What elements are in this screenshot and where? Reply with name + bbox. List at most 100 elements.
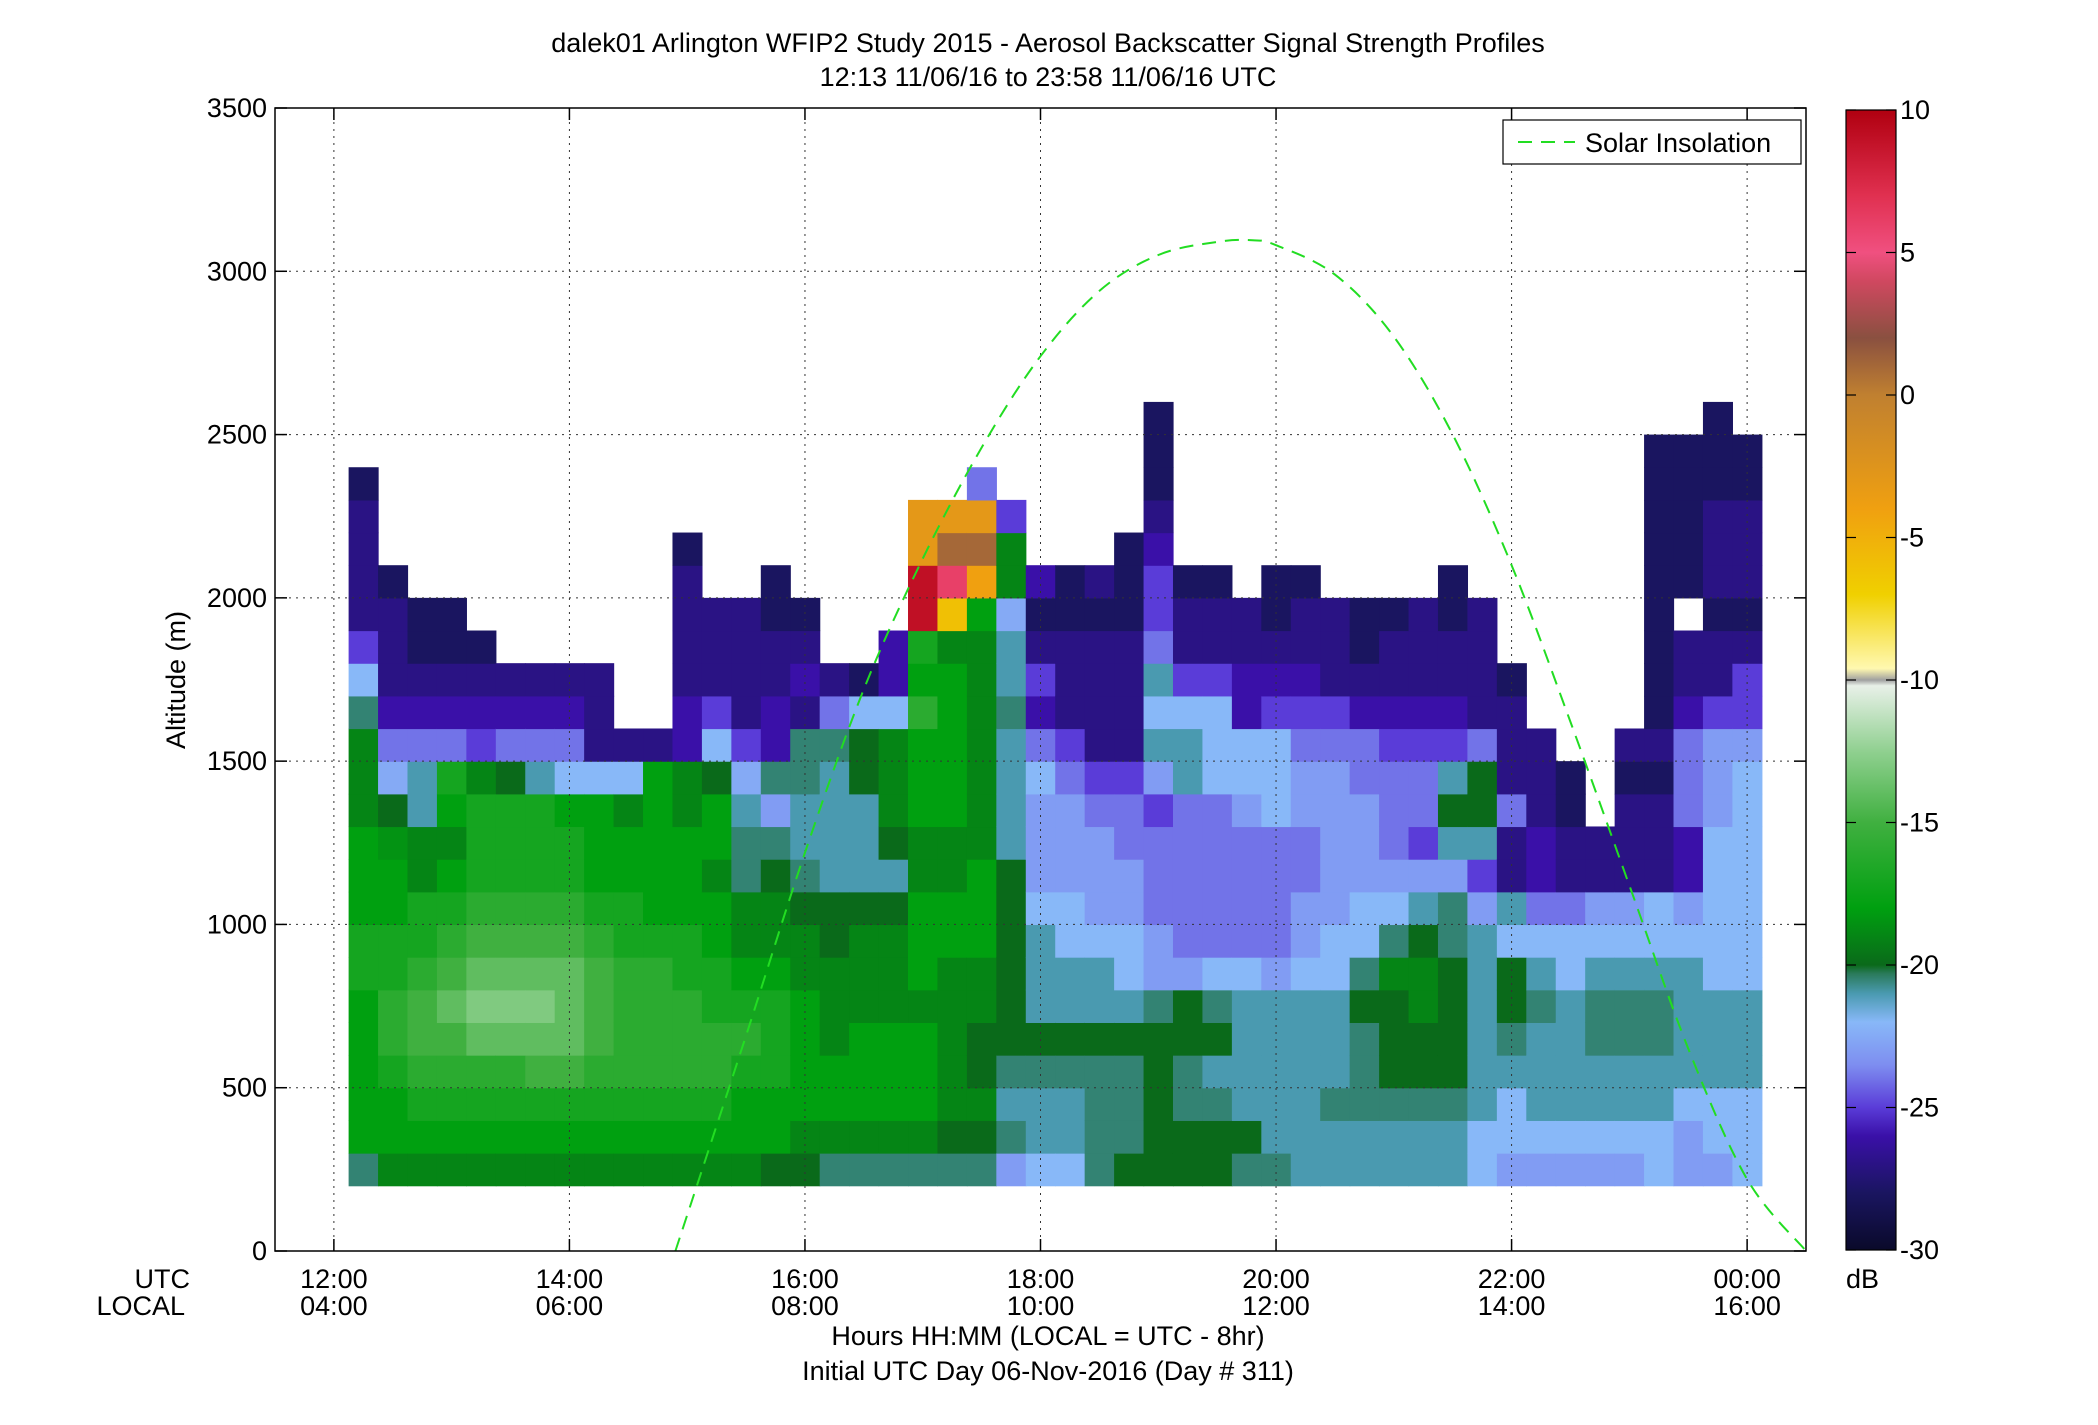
heatmap-cell [790, 597, 821, 632]
heatmap-cell [1379, 793, 1410, 828]
heatmap-cell [760, 630, 791, 664]
heatmap-cell [1702, 859, 1733, 893]
heatmap-cell [731, 728, 762, 762]
heatmap-cell [878, 891, 909, 926]
heatmap-cell [348, 826, 379, 860]
heatmap-cell [495, 1055, 526, 1089]
heatmap-cell [348, 1055, 379, 1089]
heatmap-cell [348, 499, 379, 534]
heatmap-cell [378, 957, 409, 991]
heatmap-cell [1702, 565, 1733, 599]
heatmap-cell [1408, 1153, 1439, 1187]
colorbar-tick-label: -10 [1900, 665, 1939, 695]
heatmap-cell [1349, 989, 1380, 1023]
heatmap-cell [760, 597, 791, 632]
heatmap-cell [1555, 1153, 1586, 1187]
heatmap-cell [466, 826, 497, 860]
heatmap-cell [1673, 859, 1704, 893]
heatmap-cell [849, 1153, 880, 1187]
heatmap-cell [1673, 924, 1704, 958]
heatmap-cell [378, 565, 409, 599]
heatmap-cell [1172, 663, 1204, 697]
heatmap-cell [1673, 467, 1704, 501]
heatmap-cell [1084, 924, 1115, 958]
heatmap-cell [1114, 532, 1145, 566]
heatmap-cell [1702, 1022, 1733, 1056]
heatmap-cell [525, 957, 556, 991]
heatmap-cell [378, 630, 409, 664]
heatmap-cell [1408, 761, 1439, 795]
heatmap-cell [672, 695, 703, 730]
heatmap-cell [1143, 826, 1174, 860]
heatmap-cell [1114, 1087, 1145, 1121]
heatmap-cell [436, 826, 467, 860]
heatmap-cell [584, 1087, 615, 1121]
heatmap-cell [525, 728, 556, 762]
heatmap-cell [1202, 728, 1233, 762]
heatmap-cell [1172, 1022, 1204, 1056]
heatmap-cell [1555, 761, 1586, 795]
heatmap-cell [1231, 924, 1262, 958]
heatmap-cell [1084, 1022, 1115, 1056]
heatmap-cell [466, 957, 497, 991]
heatmap-cell [1437, 1087, 1469, 1121]
heatmap-cell [1320, 728, 1351, 762]
heatmap-cell [701, 663, 732, 697]
heatmap-cell [819, 989, 850, 1023]
heatmap-cell [1055, 989, 1086, 1023]
heatmap-cell [731, 859, 762, 893]
heatmap-cell [348, 1120, 379, 1154]
heatmap-cell [407, 761, 438, 795]
heatmap-cell [1702, 1055, 1733, 1089]
heatmap-cell [1202, 761, 1233, 795]
colorbar-tick-label: 10 [1900, 95, 1930, 125]
heatmap-cell [760, 565, 791, 599]
heatmap-cell [1143, 401, 1174, 436]
heatmap-cell [1673, 891, 1704, 926]
heatmap-cell [1644, 565, 1675, 599]
heatmap-cell [1261, 597, 1292, 632]
heatmap-cell [1231, 989, 1262, 1023]
heatmap-cell [1673, 434, 1704, 468]
heatmap-cell [1349, 859, 1380, 893]
heatmap-cell [1379, 1022, 1410, 1056]
heatmap-cell [1379, 663, 1410, 697]
heatmap-cell [1408, 663, 1439, 697]
heatmap-cell [1055, 859, 1086, 893]
heatmap-cell [1114, 663, 1145, 697]
heatmap-cell [1702, 532, 1733, 566]
heatmap-cell [1644, 1087, 1675, 1121]
heatmap-cell [1526, 1120, 1557, 1154]
heatmap-cell [613, 1087, 644, 1121]
heatmap-cell [878, 793, 909, 828]
heatmap-cell [966, 532, 997, 566]
heatmap-cell [348, 1153, 379, 1187]
heatmap-cell [908, 532, 939, 566]
heatmap-cell [1614, 924, 1645, 958]
heatmap-cell [760, 793, 791, 828]
heatmap-cell [1702, 728, 1733, 762]
heatmap-cell [407, 891, 438, 926]
heatmap-cell [996, 1120, 1027, 1154]
heatmap-cell [1320, 597, 1351, 632]
heatmap-cell [908, 859, 939, 893]
heatmap-cell [1143, 859, 1174, 893]
heatmap-cell [1202, 1120, 1233, 1154]
heatmap-cell [731, 695, 762, 730]
heatmap-cell [1290, 859, 1321, 893]
heatmap-cell [495, 924, 526, 958]
x-tick-label-local: 16:00 [1713, 1291, 1781, 1321]
heatmap-cell [1114, 957, 1145, 991]
heatmap-cell [1437, 957, 1469, 991]
heatmap-cell [701, 891, 732, 926]
heatmap-cell [1261, 1087, 1292, 1121]
heatmap-cell [1320, 663, 1351, 697]
heatmap-cell [1644, 1022, 1675, 1056]
heatmap-cell [1467, 826, 1498, 860]
heatmap-cell [495, 793, 526, 828]
heatmap-cell [1526, 793, 1557, 828]
heatmap-cell [819, 728, 850, 762]
heatmap-cell [1320, 826, 1351, 860]
heatmap-cell [937, 532, 968, 566]
heatmap-cell [1349, 597, 1380, 632]
